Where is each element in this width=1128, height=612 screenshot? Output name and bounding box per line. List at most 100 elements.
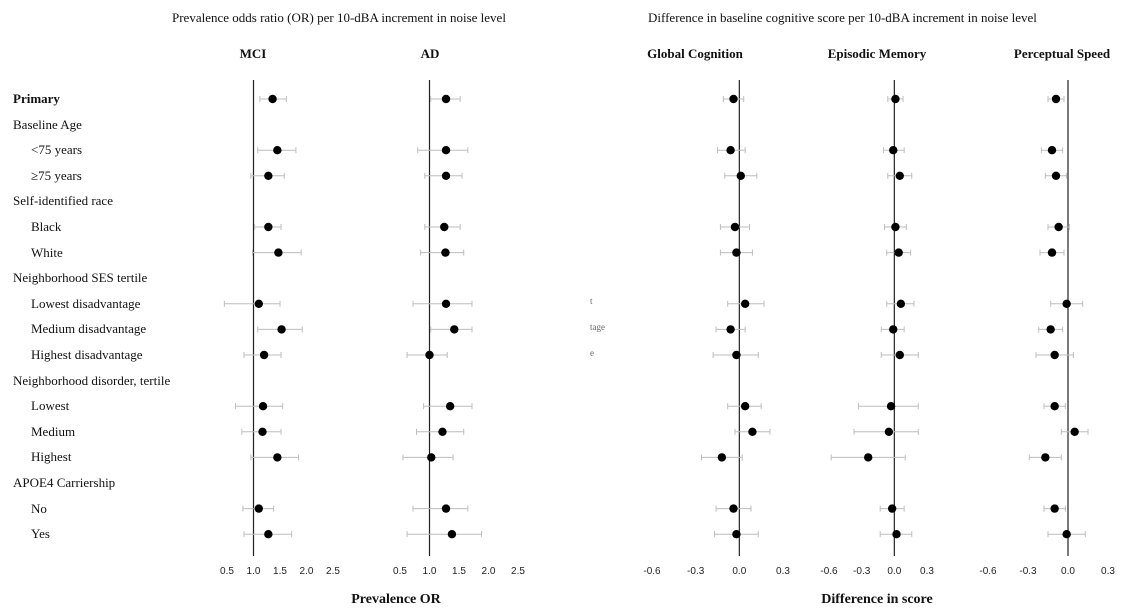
panel-title-perceptual-speed: Perceptual Speed xyxy=(1013,46,1111,61)
point-estimate xyxy=(736,171,745,180)
clipped-fragment: e xyxy=(590,348,594,358)
point-estimate xyxy=(254,299,263,308)
point-estimate xyxy=(445,402,455,411)
tick-label: -0.6 xyxy=(820,566,838,577)
point-estimate xyxy=(729,504,738,513)
right-x-axis-label: Difference in score xyxy=(821,592,933,607)
tick-label: 2.5 xyxy=(326,566,340,577)
point-estimate xyxy=(268,94,277,104)
tick-label: 0.0 xyxy=(887,566,901,577)
point-estimate xyxy=(740,299,750,308)
point-estimate xyxy=(440,222,449,232)
point-estimate xyxy=(258,427,267,436)
tick-label: -0.3 xyxy=(1019,566,1037,577)
point-estimate xyxy=(886,402,896,411)
point-estimate xyxy=(1046,325,1055,334)
point-estimate xyxy=(884,427,894,436)
tick-label: 2.5 xyxy=(511,566,525,577)
point-estimate xyxy=(259,350,269,360)
point-estimate xyxy=(441,94,451,104)
tick-label: 0.3 xyxy=(776,566,790,577)
point-estimate xyxy=(1050,350,1059,360)
point-estimate xyxy=(1070,427,1079,436)
point-estimate xyxy=(1050,504,1059,513)
point-estimate xyxy=(277,325,286,334)
point-estimate xyxy=(894,248,903,257)
point-estimate xyxy=(1062,530,1071,539)
point-estimate xyxy=(891,222,900,232)
row-label: APOE4 Carriership xyxy=(13,475,116,490)
tick-label: -0.6 xyxy=(643,566,661,577)
row-label: Highest xyxy=(31,449,72,465)
point-estimate xyxy=(895,350,904,360)
point-estimate xyxy=(273,453,282,462)
row-label: Primary xyxy=(13,91,60,106)
tick-label: 0.5 xyxy=(393,566,407,577)
tick-label: 2.0 xyxy=(482,566,496,577)
point-estimate xyxy=(1050,402,1059,411)
tick-label: -0.3 xyxy=(853,566,871,577)
panel-title-episodic-memory: Episodic Memory xyxy=(827,46,927,61)
row-label: No xyxy=(31,500,47,516)
row-label: Lowest disadvantage xyxy=(31,295,141,311)
point-estimate xyxy=(889,146,898,155)
clipped-fragment: t xyxy=(590,296,593,306)
tick-label: -0.3 xyxy=(687,566,705,577)
point-estimate xyxy=(447,530,457,539)
point-estimate xyxy=(732,530,741,539)
point-estimate xyxy=(887,504,897,513)
point-estimate xyxy=(441,248,450,257)
point-estimate xyxy=(748,427,757,436)
point-estimate xyxy=(1047,146,1057,155)
point-estimate xyxy=(258,402,268,411)
tick-label: 0.0 xyxy=(1061,566,1075,577)
tick-label: 0.3 xyxy=(1101,566,1115,577)
point-estimate xyxy=(264,530,273,539)
row-label: Neighborhood SES tertile xyxy=(13,270,148,286)
right-supertitle: Difference in baseline cognitive score p… xyxy=(648,10,1037,25)
row-label: Medium disadvantage xyxy=(31,321,147,337)
row-label: Self-identified race xyxy=(13,193,113,209)
point-estimate xyxy=(441,299,451,308)
row-label: Medium xyxy=(31,423,76,439)
point-estimate xyxy=(896,299,906,308)
point-estimate xyxy=(264,171,273,180)
point-estimate xyxy=(1062,299,1071,308)
tick-label: 0.5 xyxy=(220,566,234,577)
tick-label: -0.6 xyxy=(979,566,997,577)
point-estimate xyxy=(717,453,727,462)
row-label: Yes xyxy=(31,526,50,542)
point-estimate xyxy=(730,222,740,232)
clipped-fragment: tage xyxy=(590,322,605,332)
point-estimate xyxy=(1054,222,1063,232)
left-x-axis-label: Prevalence OR xyxy=(351,592,441,607)
point-estimate xyxy=(427,453,436,462)
point-estimate xyxy=(273,146,282,155)
point-estimate xyxy=(438,427,447,436)
point-estimate xyxy=(441,504,451,513)
row-label: Black xyxy=(31,219,62,234)
point-estimate xyxy=(1047,248,1057,257)
row-label: Highest disadvantage xyxy=(31,347,143,362)
tick-label: 0.3 xyxy=(920,566,934,577)
point-estimate xyxy=(274,248,283,257)
point-estimate xyxy=(1051,94,1061,104)
left-supertitle: Prevalence odds ratio (OR) per 10-dBA in… xyxy=(172,10,506,25)
point-estimate xyxy=(1041,453,1050,462)
row-label: White xyxy=(31,244,63,260)
point-estimate xyxy=(895,171,904,180)
tick-label: 1.0 xyxy=(247,566,261,577)
point-estimate xyxy=(1051,171,1061,180)
point-estimate xyxy=(254,504,263,513)
panel-title-mci: MCI xyxy=(239,46,267,61)
point-estimate xyxy=(726,146,735,155)
row-label: Baseline Age xyxy=(13,116,82,132)
row-label: ≥75 years xyxy=(31,167,82,183)
panel-title-global-cognition: Global Cognition xyxy=(647,46,743,61)
point-estimate xyxy=(732,350,741,360)
point-estimate xyxy=(441,171,451,180)
tick-label: 1.0 xyxy=(423,566,437,577)
point-estimate xyxy=(264,222,273,232)
point-estimate xyxy=(891,94,900,104)
